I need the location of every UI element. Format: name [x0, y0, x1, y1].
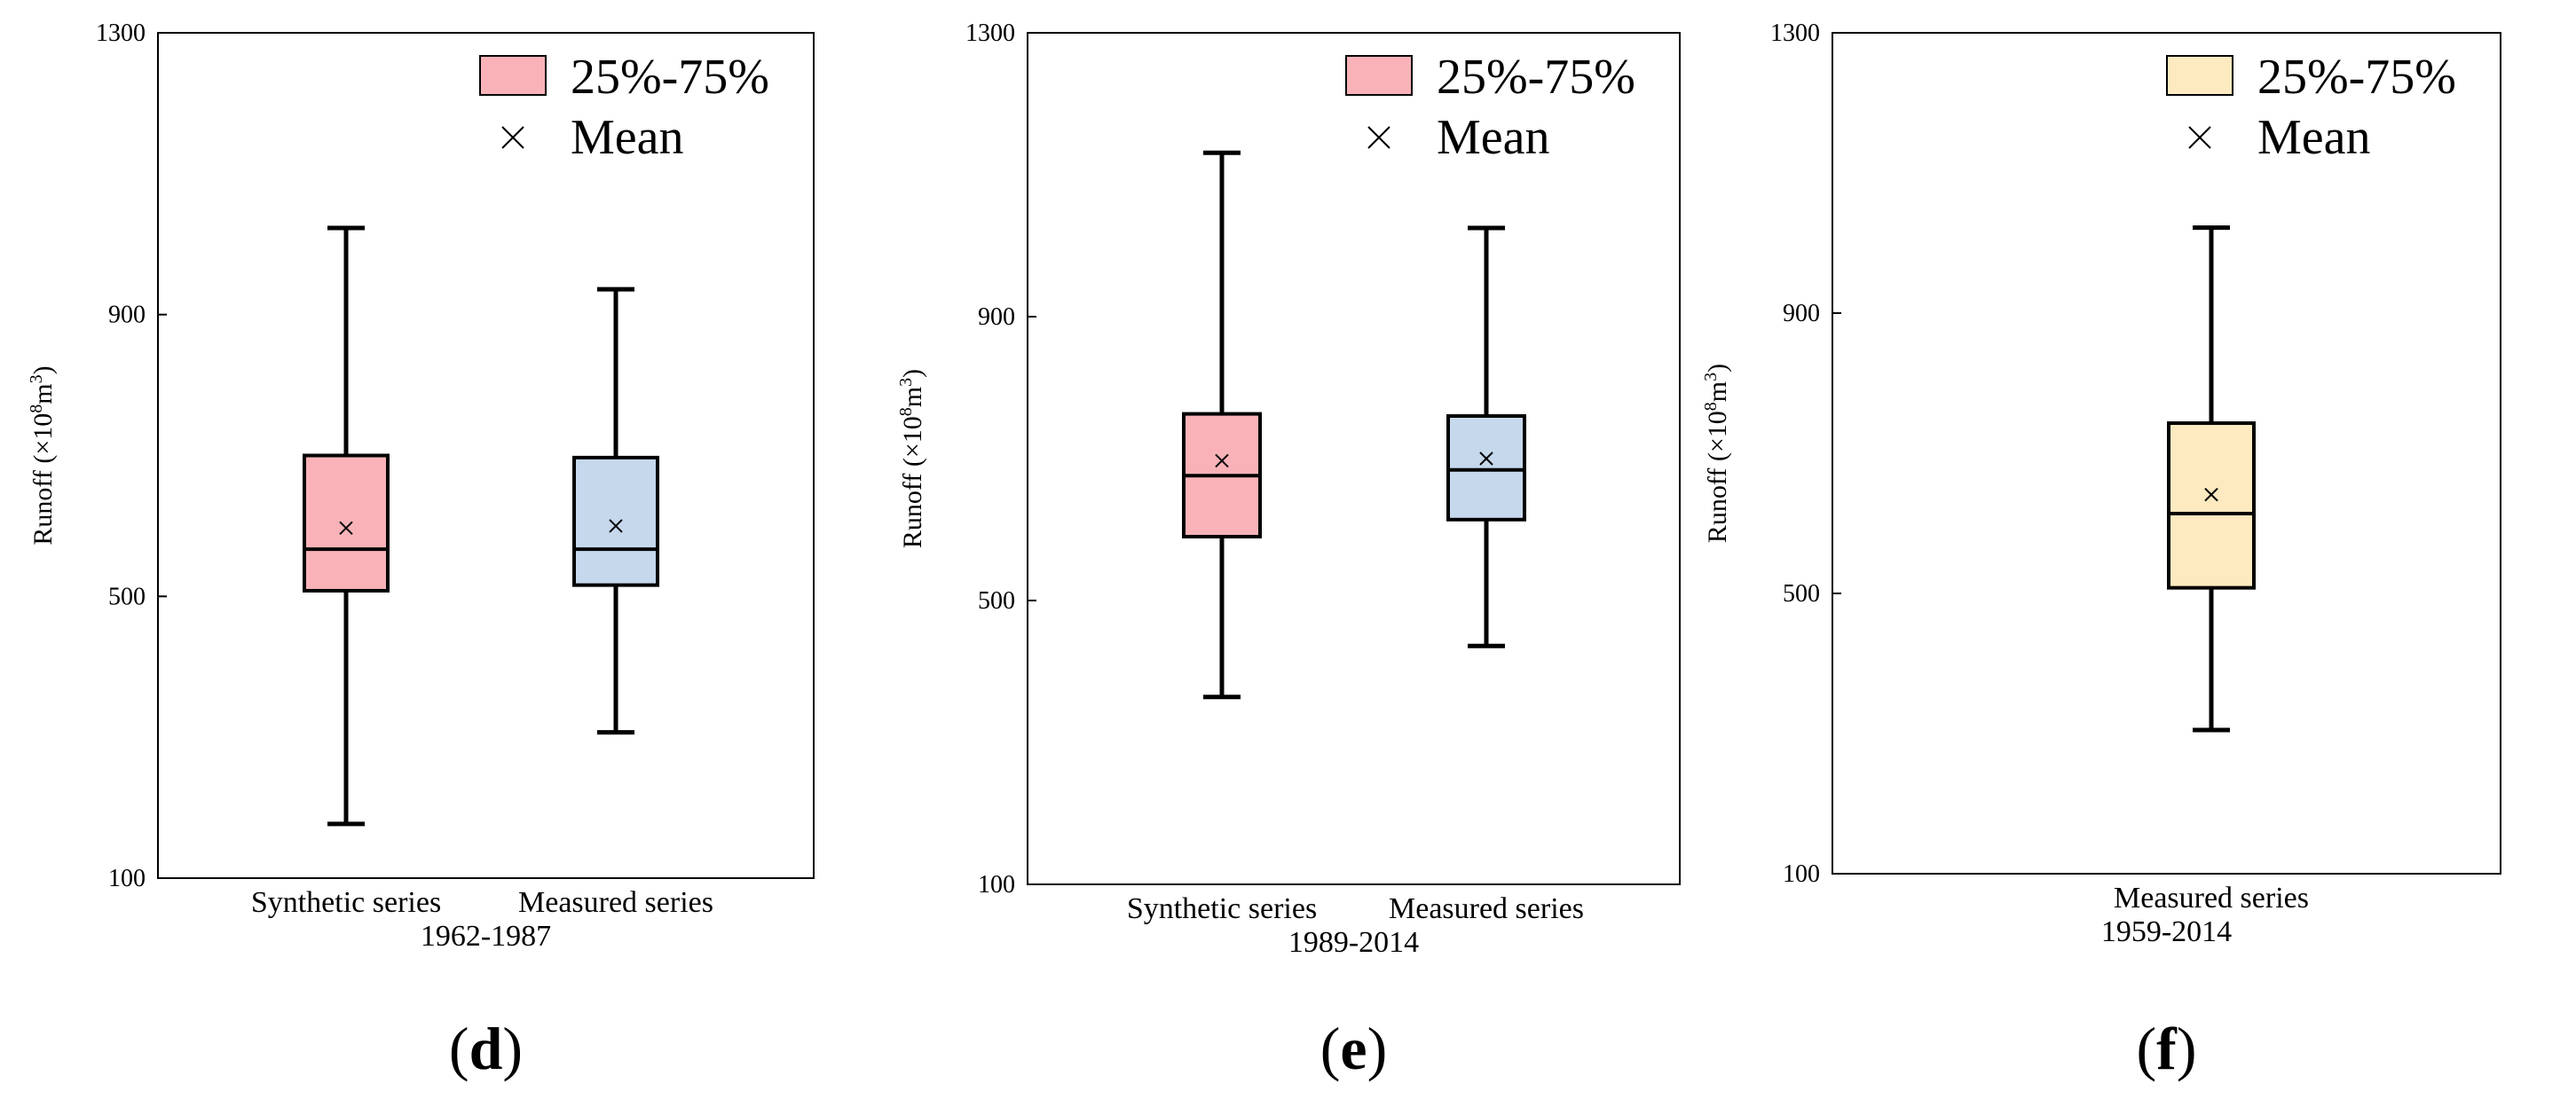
y-tick-label: 900 [978, 303, 1015, 331]
legend-label-iqr: 25%-75% [2257, 50, 2456, 105]
period-label: 1959-2014 [2101, 915, 2232, 948]
panel-f: 100 500 900 1300 Runoff (×108m3) 25%-75%Mean M… [1701, 20, 2501, 1082]
mean-marker [2204, 487, 2218, 502]
legend-box-swatch [2166, 55, 2233, 96]
period-label: 1989-2014 [1288, 926, 1419, 959]
x-category-label: Measured series [1389, 892, 1584, 925]
mean-marker [1215, 453, 1229, 468]
y-tick-label: 1300 [965, 20, 1015, 47]
box-measured-series [572, 287, 659, 735]
y-tick-label: 1300 [96, 20, 146, 47]
iqr-box [2167, 421, 2256, 590]
period-label: 1962-1987 [421, 920, 551, 953]
box-measured-series [2167, 225, 2256, 733]
y-tick-label: 500 [978, 587, 1015, 615]
y-tick-label: 100 [1783, 860, 1820, 888]
mean-marker [609, 519, 623, 533]
x-category-label: Synthetic series [1127, 892, 1317, 925]
box-synthetic-series [303, 225, 390, 827]
legend-mean-marker [2188, 126, 2211, 149]
box-synthetic-series [1182, 150, 1262, 700]
legend-box-swatch [479, 55, 547, 96]
y-tick-label: 500 [108, 583, 146, 610]
box-measured-series [1446, 225, 1526, 648]
y-tick-label: 100 [108, 865, 146, 892]
plot-frame [1027, 32, 1681, 885]
y-tick-label: 100 [978, 871, 1015, 899]
iqr-box [1446, 414, 1526, 522]
legend-label-mean: Mean [1437, 110, 1550, 165]
panel-label: (e) [1320, 1015, 1388, 1082]
y-tick-label: 900 [108, 302, 146, 329]
x-category-label: Measured series [2114, 882, 2309, 915]
legend-mean-marker [501, 126, 524, 149]
x-category-label: Measured series [518, 886, 713, 919]
x-category-label: Synthetic series [251, 886, 441, 919]
plot-frame [1832, 32, 2501, 875]
panel-label: (d) [449, 1015, 523, 1082]
y-tick-label: 500 [1783, 580, 1820, 608]
y-tick-label: 900 [1783, 300, 1820, 327]
plot-frame [157, 32, 815, 879]
iqr-box [572, 455, 659, 587]
y-axis-label: Runoff (×108m3) [27, 365, 58, 545]
panel-d: 100 500 900 1300 Runoff (×108m3) 25%-75%Mean S… [27, 20, 815, 1082]
legend-mean-marker [1367, 126, 1390, 149]
y-axis-label: Runoff (×108m3) [1701, 364, 1732, 543]
legend-label-mean: Mean [2257, 110, 2371, 165]
iqr-box [303, 453, 390, 593]
legend-label-mean: Mean [571, 110, 684, 165]
mean-marker [339, 521, 353, 536]
legend-label-iqr: 25%-75% [1437, 50, 1635, 105]
legend-label-iqr: 25%-75% [571, 50, 769, 105]
y-axis-label: Runoff (×108m3) [896, 369, 927, 548]
mean-marker [1479, 451, 1493, 466]
y-tick-label: 1300 [1770, 20, 1820, 47]
panel-label: (f) [2137, 1015, 2197, 1082]
legend-box-swatch [1345, 55, 1413, 96]
panel-e: 100 500 900 1300 Runoff (×108m3) 25%-75%Mean S… [896, 20, 1681, 1082]
